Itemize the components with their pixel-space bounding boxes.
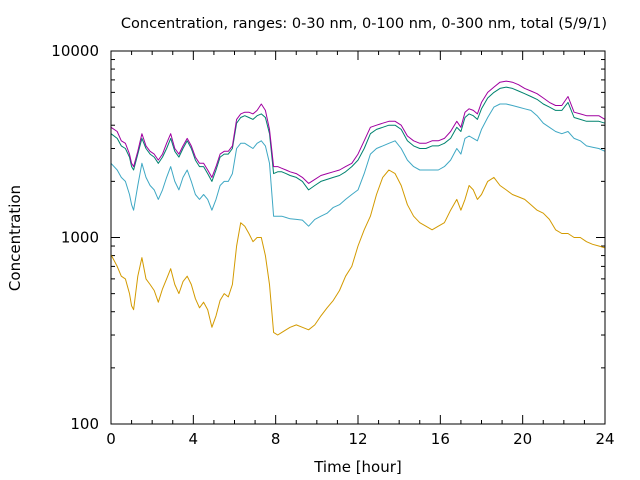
x-axis-label: Time [hour]: [313, 458, 402, 476]
y-tick-label: 1000: [61, 229, 99, 247]
chart-title: Concentration, ranges: 0-30 nm, 0-100 nm…: [121, 16, 607, 32]
y-tick-label: 10000: [51, 42, 99, 60]
x-tick-label: 16: [431, 430, 450, 448]
y-axis-label: Concentration: [6, 185, 24, 291]
series-line-3: [110, 86, 606, 191]
x-tick-label: 0: [106, 430, 116, 448]
series-lines: [110, 80, 606, 336]
series-line-4: [110, 80, 606, 184]
series-line-1: [110, 169, 606, 336]
tick-labels: 0 4 8 12 16 20 24 100 1000 10000: [51, 42, 614, 448]
x-tick-label: 12: [348, 430, 367, 448]
x-tick-label: 24: [595, 430, 614, 448]
x-tick-label: 20: [513, 430, 532, 448]
plot-frame: [110, 50, 606, 425]
axis-ticks: [110, 50, 606, 425]
y-tick-label: 100: [70, 415, 99, 433]
x-tick-label: 4: [189, 430, 199, 448]
x-tick-label: 8: [271, 430, 281, 448]
series-line-2: [110, 103, 606, 227]
